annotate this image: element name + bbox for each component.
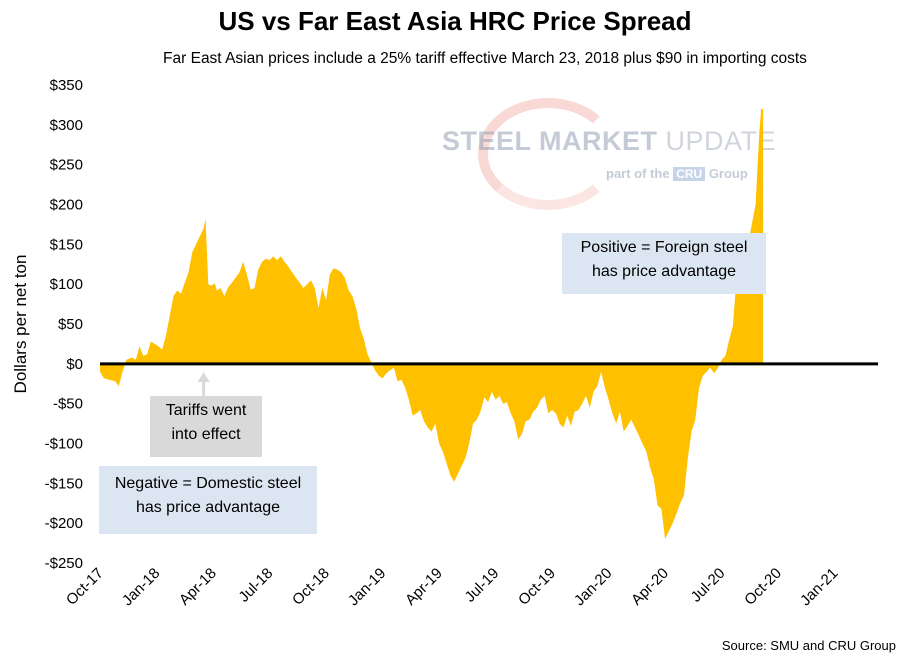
y-tick-label: $100 [50, 276, 83, 293]
y-tick-label: $200 [50, 197, 83, 214]
x-tick-label: Oct-20 [741, 565, 785, 609]
negative-note-line2: has price advantage [135, 499, 281, 516]
logo-word-bold: STEEL MARKET [442, 126, 658, 156]
x-tick-label: Jan-19 [345, 565, 389, 609]
y-tick-label: $250 [50, 157, 83, 174]
y-tick-label: $150 [50, 236, 83, 253]
x-tick-label: Jul-18 [235, 565, 276, 606]
x-tick-label: Jan-20 [571, 565, 615, 609]
x-tick-label: Apr-20 [628, 565, 672, 609]
y-tick-label: $300 [50, 117, 83, 134]
positive-note-line2: has price advantage [591, 263, 737, 280]
x-axis-ticks: Oct-17 Jan-18 Apr-18 Jul-18 Oct-18 Jan-19 Apr-… [63, 565, 842, 609]
y-tick-label: $50 [58, 316, 83, 333]
y-tick-label: -$250 [45, 555, 83, 572]
logo-tagline-start: part of the [606, 166, 670, 181]
source-note: Source: SMU and CRU Group [721, 638, 896, 653]
x-tick-label: Jan-18 [119, 565, 163, 609]
logo-cru-badge: CRU [673, 167, 706, 181]
x-tick-label: Oct-19 [515, 565, 559, 609]
chart-title: US vs Far East Asia HRC Price Spread [218, 6, 692, 36]
y-tick-label: -$50 [53, 396, 83, 413]
positive-note-line1: Positive = Foreign steel [580, 239, 748, 256]
y-tick-label: $350 [50, 77, 83, 94]
negative-note-line1: Negative = Domestic steel [114, 475, 302, 492]
x-tick-label: Apr-19 [402, 565, 446, 609]
tariff-arrow [197, 372, 210, 396]
y-tick-label: $0 [66, 356, 83, 373]
tariff-note-line2: into effect [171, 426, 241, 443]
positive-note: Positive = Foreign steel has price advan… [562, 233, 766, 294]
logo-swirl-icon [478, 98, 618, 210]
tariff-note: Tariffs went into effect [150, 396, 262, 457]
watermark-logo: STEEL MARKET UPDATE part of the CRU Grou… [440, 98, 776, 210]
logo-tagline-end: Group [708, 166, 748, 181]
y-axis-label: Dollars per net ton [11, 255, 30, 394]
chart-subtitle: Far East Asian prices include a 25% tari… [163, 50, 807, 67]
x-tick-label: Apr-18 [176, 565, 220, 609]
y-tick-label: -$200 [45, 515, 83, 532]
tariff-note-line1: Tariffs went [165, 402, 247, 419]
negative-note: Negative = Domestic steel has price adva… [99, 466, 317, 534]
y-tick-label: -$150 [45, 475, 83, 492]
x-tick-label: Oct-18 [289, 565, 333, 609]
y-axis-ticks: $350 $300 $250 $200 $150 $100 $50 $0 -$50 -$100 -$… [45, 77, 83, 572]
x-tick-label: Jul-20 [688, 565, 729, 606]
x-tick-label: Jul-19 [462, 565, 503, 606]
logo-word-thin: UPDATE [665, 126, 777, 156]
spread-area [100, 108, 764, 540]
tariff-arrow-head [197, 372, 210, 382]
logo-tagline: part of the CRU Group [606, 166, 748, 181]
y-tick-label: -$100 [45, 436, 83, 453]
logo-wordmark: STEEL MARKET UPDATE [442, 126, 776, 157]
x-tick-label: Jan-21 [797, 565, 841, 609]
